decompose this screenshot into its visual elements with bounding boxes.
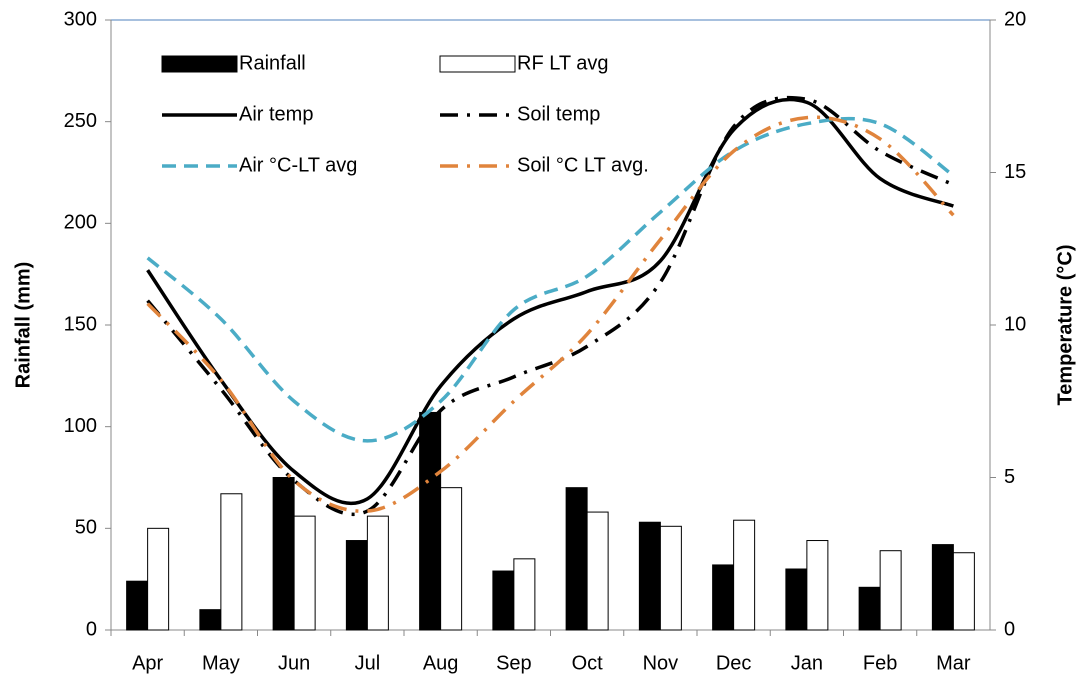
y2-tick-label: 20 xyxy=(1004,8,1026,30)
bar xyxy=(931,544,954,631)
bar xyxy=(126,580,149,631)
bar xyxy=(492,570,515,631)
bar xyxy=(565,487,588,631)
x-tick-label: Aug xyxy=(423,652,459,674)
x-tick-label: Dec xyxy=(716,652,752,674)
bar xyxy=(806,540,829,631)
legend-label: Air temp xyxy=(239,103,313,125)
bar xyxy=(879,550,902,631)
x-tick-label: Nov xyxy=(643,652,679,674)
bar xyxy=(659,525,682,631)
bar xyxy=(733,519,756,631)
bar xyxy=(513,558,536,631)
y-tick-label: 0 xyxy=(86,618,97,640)
y2-axis-title: Temperature (°C) xyxy=(1054,245,1076,406)
bar xyxy=(272,477,295,631)
bar xyxy=(147,527,170,631)
legend-label: Soil °C LT avg. xyxy=(517,154,649,176)
legend-label: RF LT avg xyxy=(517,52,609,74)
line-series xyxy=(146,97,954,506)
bar xyxy=(638,521,661,631)
bar xyxy=(952,552,975,631)
bar xyxy=(345,540,368,631)
x-tick-label: Jun xyxy=(278,652,310,674)
bar xyxy=(199,609,222,631)
x-tick-label: Jan xyxy=(791,652,823,674)
bar xyxy=(858,586,881,631)
bar xyxy=(366,515,389,631)
x-tick-label: Oct xyxy=(572,652,604,674)
y-axis-title: Rainfall (mm) xyxy=(12,262,34,389)
legend-swatch xyxy=(439,55,516,73)
y-tick-label: 200 xyxy=(64,212,97,234)
line-series xyxy=(146,95,955,517)
line-series xyxy=(146,115,955,513)
x-tick-label: Mar xyxy=(936,652,971,674)
x-tick-label: Feb xyxy=(863,652,897,674)
line-series xyxy=(146,116,955,443)
x-tick-label: Jul xyxy=(355,652,381,674)
y-tick-label: 150 xyxy=(64,313,97,335)
y2-tick-label: 5 xyxy=(1004,466,1015,488)
x-tick-label: Apr xyxy=(132,652,163,674)
bar xyxy=(220,493,243,631)
bar xyxy=(419,411,442,631)
y-tick-label: 50 xyxy=(75,517,97,539)
x-tick-label: May xyxy=(202,652,240,674)
legend-swatch xyxy=(161,55,238,73)
bar xyxy=(440,487,463,631)
bar xyxy=(785,568,808,631)
y2-tick-label: 10 xyxy=(1004,313,1026,335)
legend-label: Rainfall xyxy=(239,52,306,74)
x-tick-label: Sep xyxy=(496,652,532,674)
legend-label: Soil temp xyxy=(517,103,600,125)
y-tick-label: 300 xyxy=(64,8,97,30)
legend-label: Air °C-LT avg xyxy=(239,154,357,176)
bar xyxy=(586,511,609,631)
y2-tick-label: 0 xyxy=(1004,618,1015,640)
y2-tick-label: 15 xyxy=(1004,161,1026,183)
y-tick-label: 250 xyxy=(64,110,97,132)
bar xyxy=(712,564,735,631)
y-tick-label: 100 xyxy=(64,415,97,437)
bar xyxy=(293,515,316,631)
